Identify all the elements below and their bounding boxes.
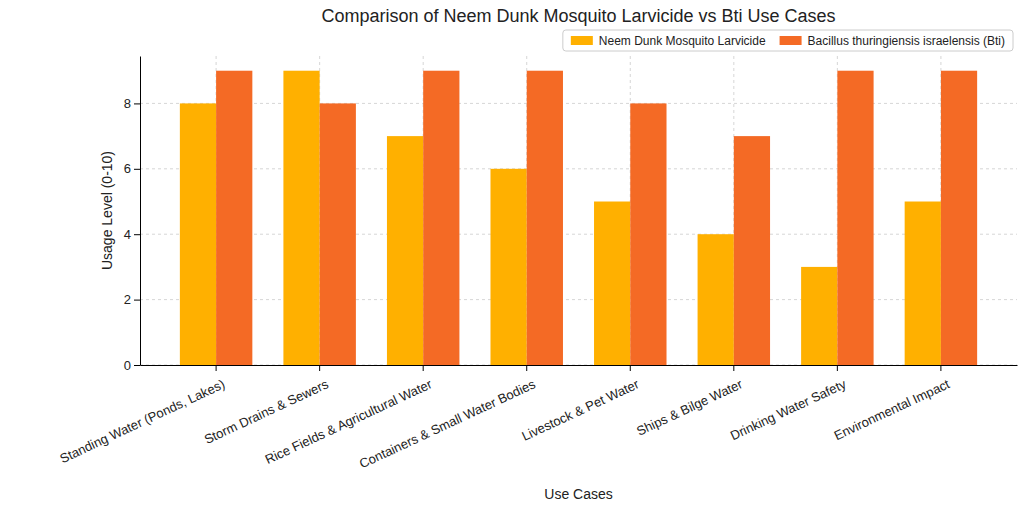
bar <box>698 234 734 365</box>
y-tick-label: 8 <box>124 96 131 111</box>
bar-series <box>216 71 977 365</box>
y-tick-label: 0 <box>124 358 131 373</box>
y-axis-line <box>140 57 141 366</box>
y-tick-mark <box>134 300 140 301</box>
legend-swatch <box>780 36 802 45</box>
bar <box>527 71 563 365</box>
bar-series <box>180 71 941 365</box>
x-tick: Rice Fields & Agricultural Water <box>263 365 435 467</box>
x-tick-mark <box>216 365 217 371</box>
bar <box>180 103 216 365</box>
x-tick-mark <box>630 365 631 371</box>
bar <box>837 71 873 365</box>
x-tick-label: Rice Fields & Agricultural Water <box>263 376 435 467</box>
y-tick-mark <box>134 365 140 366</box>
bar <box>941 71 977 365</box>
bar <box>320 103 356 365</box>
y-tick: 2 <box>124 292 140 307</box>
x-tick-label: Livestock & Pet Water <box>519 376 641 444</box>
grid-line-y <box>140 103 1017 104</box>
x-tick-mark <box>319 365 320 371</box>
x-tick-mark <box>733 365 734 371</box>
bar <box>387 136 423 365</box>
y-axis-title: Usage Level (0-10) <box>99 151 115 270</box>
y-tick: 6 <box>124 161 140 176</box>
x-tick-mark <box>526 365 527 371</box>
y-tick-mark <box>134 103 140 104</box>
x-axis-line <box>141 365 1018 366</box>
grid-line-y <box>140 234 1017 235</box>
grid-line-y <box>140 365 1017 366</box>
bar <box>630 103 666 365</box>
y-tick: 4 <box>124 227 140 242</box>
legend-box <box>563 30 1013 51</box>
bars <box>180 71 977 365</box>
x-axis-title: Use Cases <box>544 486 612 502</box>
x-tick-mark <box>423 365 424 371</box>
legend: Neem Dunk Mosquito Larvicide Bacillus thu… <box>563 30 1013 51</box>
x-tick-label: Drinking Water Safety <box>728 376 849 443</box>
bar <box>490 169 526 365</box>
x-tick: Livestock & Pet Water <box>519 365 641 444</box>
title: Comparison of Neem Dunk Mosquito Larvici… <box>321 6 835 26</box>
x-tick: Containers & Small Water Bodies <box>357 365 538 471</box>
x-tick-mark <box>940 365 941 371</box>
x-tick: Standing Water (Ponds, Lakes) <box>57 365 227 466</box>
y-tick-label: 2 <box>124 292 131 307</box>
x-tick-label: Containers & Small Water Bodies <box>357 376 538 471</box>
grid <box>140 56 1017 365</box>
bar <box>801 267 837 365</box>
y-tick-label: 6 <box>124 161 131 176</box>
y-tick-label: 4 <box>124 227 131 242</box>
legend-swatch <box>571 36 593 45</box>
bar <box>734 136 770 365</box>
x-tick-label: Environmental Impact <box>832 376 953 443</box>
grid-line-y <box>140 299 1017 300</box>
x-tick-mark <box>837 365 838 371</box>
legend-label: Neem Dunk Mosquito Larvicide <box>599 34 766 48</box>
y-tick-mark <box>134 234 140 235</box>
bar <box>216 71 252 365</box>
x-tick: Environmental Impact <box>832 365 953 443</box>
x-tick: Ships & Bilge Water <box>634 365 745 439</box>
y-tick-mark <box>134 169 140 170</box>
y-tick: 8 <box>124 96 140 111</box>
bar <box>283 71 319 365</box>
bar <box>905 202 941 365</box>
x-axis: Standing Water (Ponds, Lakes)Storm Drain… <box>57 365 1017 471</box>
y-tick: 0 <box>124 358 140 373</box>
x-tick-label: Standing Water (Ponds, Lakes) <box>57 376 227 466</box>
bar <box>423 71 459 365</box>
x-tick: Drinking Water Safety <box>728 365 849 443</box>
y-axis: 0 2 4 6 8 <box>124 57 141 373</box>
chart: 0 2 4 6 8 Standing Water (Ponds, Lakes)Storm … <box>0 0 1024 511</box>
bar <box>594 202 630 365</box>
grid-line-y <box>140 168 1017 169</box>
legend-label: Bacillus thuringiensis israelensis (Bti) <box>808 34 1005 48</box>
